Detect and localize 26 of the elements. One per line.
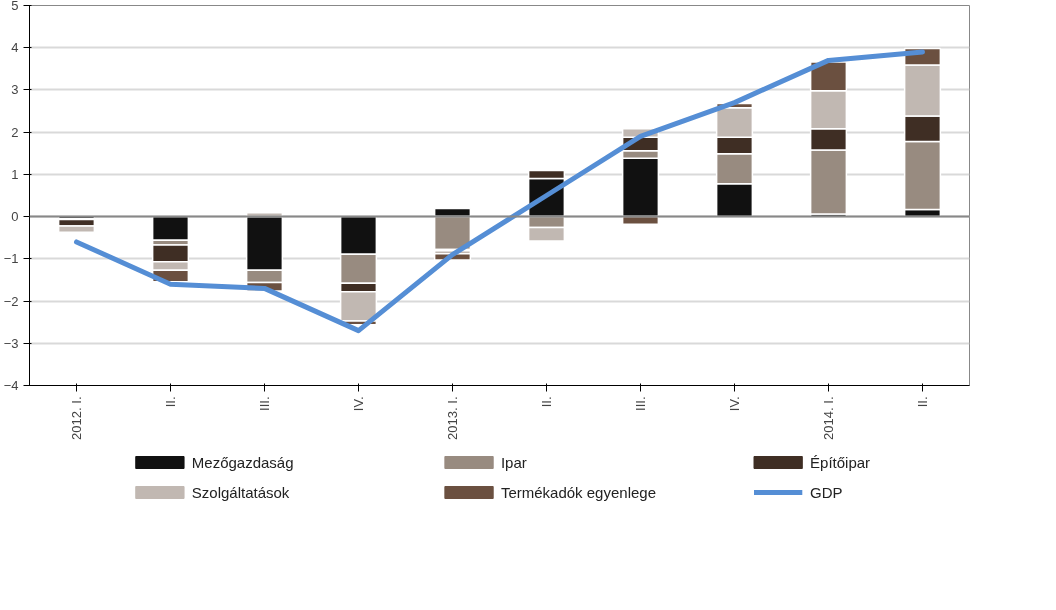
y-tick-label: 3	[11, 82, 19, 98]
x-tick-label: IV.	[351, 396, 366, 412]
y-tick-label: 4	[11, 40, 19, 56]
legend-label: Mezőgazdaság	[191, 454, 294, 471]
x-tick-label: III.	[257, 396, 272, 411]
x-tick-label: IV.	[727, 396, 742, 412]
y-tick-label: 1	[11, 166, 19, 182]
x-tick-label: II.	[163, 396, 178, 408]
legend-label: Termékadók egyenlege	[500, 484, 657, 501]
y-tick-label: 2	[11, 124, 19, 140]
y-tick-label: −1	[3, 251, 19, 267]
legend-label: Szolgáltatások	[191, 484, 290, 501]
legend-label: Ipar	[500, 454, 527, 471]
legend-label: Építőipar	[810, 454, 871, 471]
x-tick-label: II.	[915, 396, 930, 408]
legend-label: GDP	[810, 484, 843, 501]
y-tick-label: −4	[3, 378, 19, 393]
y-tick-label: −2	[3, 293, 19, 309]
y-tick-label: −3	[3, 335, 19, 351]
x-tick-label: II.	[539, 396, 554, 408]
y-tick-label: 0	[11, 209, 19, 225]
x-tick-label: 2012. I.	[69, 396, 84, 440]
y-tick-label: 5	[11, 0, 19, 13]
x-tick-label: 2013. I.	[445, 396, 460, 440]
x-tick-label: III.	[633, 396, 648, 411]
x-tick-label: 2014. I.	[821, 396, 836, 440]
